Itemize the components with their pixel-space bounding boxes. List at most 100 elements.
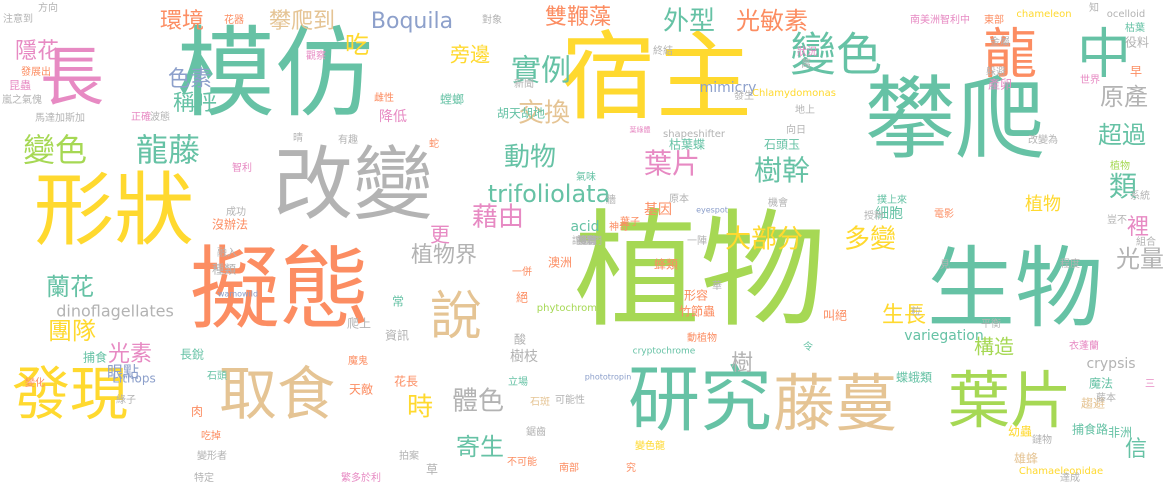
- word-cloud-word: phytochrome: [537, 303, 603, 314]
- word-cloud-word: acid: [570, 219, 599, 235]
- word-cloud-word: crypsis: [1086, 356, 1135, 372]
- word-cloud-word: 樹: [731, 351, 753, 376]
- word-cloud-word: 發生: [734, 89, 754, 102]
- word-cloud-word: 衣蓬蘭: [1069, 339, 1099, 352]
- word-cloud-word: 爬上: [347, 317, 371, 331]
- word-cloud-word: 嵐之氣傀: [2, 93, 42, 106]
- word-cloud-word: 智利: [232, 161, 252, 174]
- word-cloud-word: 螳螂: [440, 93, 464, 107]
- word-cloud-word: 酸: [514, 332, 526, 347]
- word-cloud-word: 類: [1109, 170, 1137, 203]
- word-cloud-word: 晴: [293, 131, 303, 144]
- word-cloud-word: 生物: [927, 237, 1103, 340]
- word-cloud-word: 讓我們: [572, 234, 602, 247]
- word-cloud-word: 鏈物: [1032, 433, 1052, 446]
- word-cloud-word: 細胞: [875, 206, 903, 222]
- word-cloud-word: 原本: [669, 192, 689, 205]
- word-cloud-word: 產卵: [988, 77, 1012, 92]
- word-cloud-word: 大部分: [725, 225, 803, 255]
- word-cloud-word: 發展出: [21, 65, 51, 78]
- word-cloud-word: 超過: [1098, 121, 1146, 149]
- word-cloud-word: 絕: [516, 291, 528, 305]
- word-cloud-word: 草: [426, 463, 438, 477]
- word-cloud-word: 改變: [273, 138, 433, 231]
- word-cloud-word: 早: [1130, 65, 1142, 79]
- word-cloud-word: 達成: [1060, 472, 1080, 482]
- word-cloud-word: 植物: [1025, 194, 1061, 215]
- word-cloud-word: 幼蟲: [1008, 425, 1032, 439]
- word-cloud-word: 宿主: [560, 21, 752, 133]
- word-cloud-word: 馬達加斯加: [35, 111, 85, 124]
- word-cloud-word: 寄生: [456, 433, 504, 461]
- word-cloud-word: 竹節蟲: [679, 304, 715, 319]
- word-cloud-word: Chlamydomonas: [752, 88, 836, 99]
- word-cloud-word: 粒: [911, 305, 921, 318]
- word-cloud-word: 藤蔓: [773, 367, 897, 440]
- word-cloud-word: phototropin: [585, 373, 632, 382]
- word-cloud-word: eyespot: [696, 206, 728, 215]
- word-cloud-word: 雌性: [374, 91, 394, 104]
- word-cloud-word: 枯葉蝶: [669, 137, 705, 152]
- word-cloud-word: 降低: [379, 109, 407, 125]
- word-cloud-word: 藤本: [1096, 391, 1116, 404]
- word-cloud-word: 組合: [1136, 235, 1156, 248]
- word-cloud-word: 研究: [628, 358, 772, 442]
- word-cloud-word: 形狀: [34, 164, 194, 257]
- word-cloud-word: 多變: [844, 225, 896, 255]
- word-cloud-word: 電影: [934, 208, 954, 220]
- word-cloud-word: 鋸齒: [526, 425, 546, 438]
- word-cloud-word: 龍: [983, 23, 1037, 86]
- word-cloud-word: 系統: [1130, 189, 1150, 202]
- word-cloud-word: 擬態: [190, 237, 370, 342]
- word-cloud-word: 石頭: [207, 370, 227, 382]
- word-cloud-word: 撲上來: [877, 193, 907, 206]
- word-cloud-word: 有趣: [338, 133, 358, 146]
- word-cloud-word: 植物: [574, 198, 826, 345]
- word-cloud-word: 繁多於利: [341, 471, 381, 482]
- word-cloud-word: 複葉: [577, 234, 597, 247]
- word-cloud-word: 新聞: [514, 77, 534, 90]
- word-cloud-word: 蝶蛾類: [896, 370, 932, 385]
- word-cloud-word: 模仿: [177, 17, 373, 131]
- word-cloud-word: 神奇: [609, 220, 629, 233]
- word-cloud-word: 授粉: [864, 209, 884, 222]
- word-cloud-word: 取食: [219, 360, 335, 428]
- word-cloud-word: Boquila: [371, 9, 453, 34]
- word-cloud-word: 魔鬼: [348, 354, 368, 367]
- word-cloud-word: 隱花: [15, 39, 59, 64]
- word-cloud-word: 融入: [217, 247, 237, 259]
- word-cloud-word: 團隊: [48, 317, 96, 345]
- word-cloud-word: 可能性: [555, 393, 585, 406]
- word-cloud-word: 程度: [1060, 257, 1080, 270]
- word-cloud-word: 東部: [984, 13, 1004, 26]
- word-cloud-word: 種類: [212, 263, 236, 277]
- word-cloud-word: 對象: [482, 13, 502, 26]
- word-cloud-word: 豈不: [1107, 213, 1127, 226]
- word-cloud-word: 蜂類: [654, 258, 678, 272]
- word-cloud-word: 樹幹: [754, 154, 810, 187]
- word-cloud-word: 牆: [606, 193, 616, 206]
- word-cloud-word: 改變為: [1028, 133, 1058, 146]
- word-cloud-word: 生長: [882, 303, 926, 328]
- word-cloud-word: 平衡: [981, 318, 1001, 330]
- word-cloud-word: 形容: [684, 288, 708, 303]
- word-cloud-word: 向日: [786, 123, 806, 136]
- word-cloud-word: 澳洲: [548, 256, 572, 270]
- word-cloud-word: 避: [582, 234, 592, 247]
- word-cloud-word: 知: [1089, 1, 1099, 14]
- word-cloud-word: 花器: [224, 13, 244, 26]
- word-cloud-word: 交換: [518, 99, 570, 129]
- word-cloud-word: 方向: [38, 1, 58, 14]
- word-cloud-word: 正確: [131, 110, 151, 123]
- word-cloud-word: 胡天胡地: [497, 107, 545, 121]
- word-cloud-word: 旁邊: [450, 43, 490, 67]
- word-cloud-word: wamowild: [218, 290, 258, 299]
- word-cloud-word: 枯葉: [1125, 21, 1145, 34]
- word-cloud-word: 長: [40, 42, 104, 116]
- word-cloud-word: 植物界: [411, 243, 477, 268]
- word-cloud-word: dinoflagellates: [56, 302, 174, 321]
- word-cloud-word: 葉綠體: [630, 125, 651, 134]
- word-cloud-word: 植物: [1110, 159, 1130, 172]
